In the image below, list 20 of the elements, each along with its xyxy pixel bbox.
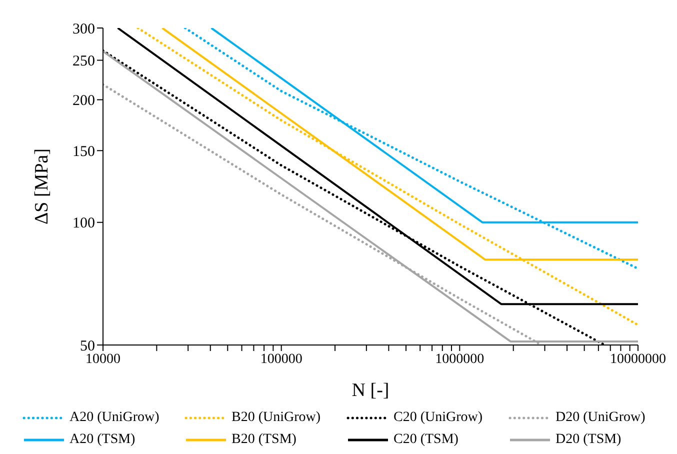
legend-label: B20 (TSM) <box>232 432 296 448</box>
legend-label: C20 (UniGrow) <box>394 410 483 426</box>
x-tick-label: 10000000 <box>610 352 666 367</box>
legend-label: A20 (UniGrow) <box>70 410 160 426</box>
y-tick-label: 250 <box>72 54 95 70</box>
y-axis-title: ΔS [MPa] <box>32 148 53 225</box>
y-tick-label: 150 <box>72 144 95 160</box>
x-tick-label: 1000000 <box>435 352 484 367</box>
x-tick-label: 10000 <box>86 352 120 367</box>
y-tick-label: 300 <box>72 21 95 38</box>
legend-label: C20 (TSM) <box>394 432 458 448</box>
x-axis-title: N [-] <box>352 380 390 401</box>
legend-label: A20 (TSM) <box>70 432 136 448</box>
x-tick-label: 100000 <box>260 352 302 367</box>
y-tick-label: 100 <box>72 216 95 232</box>
y-tick-label: 50 <box>80 338 95 354</box>
legend-label: B20 (UniGrow) <box>232 410 321 426</box>
legend-label: D20 (UniGrow) <box>556 410 646 426</box>
y-tick-label: 200 <box>72 93 95 110</box>
legend-label: D20 (TSM) <box>556 432 622 448</box>
